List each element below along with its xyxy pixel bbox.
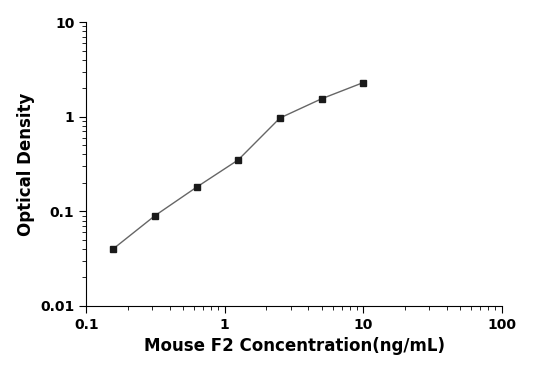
Y-axis label: Optical Density: Optical Density <box>17 92 35 236</box>
X-axis label: Mouse F2 Concentration(ng/mL): Mouse F2 Concentration(ng/mL) <box>143 337 445 355</box>
